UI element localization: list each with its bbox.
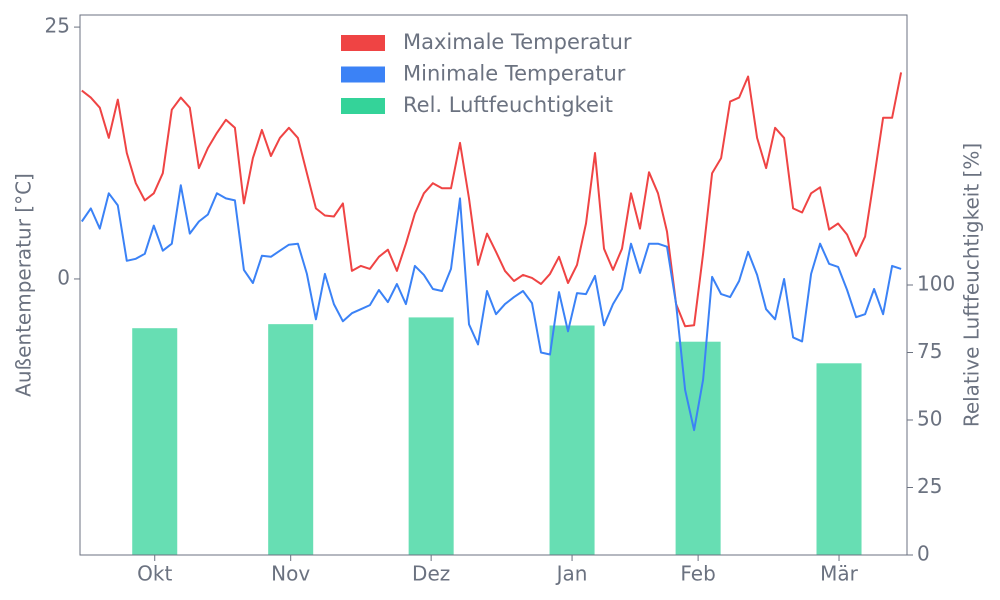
bar <box>408 317 454 555</box>
y2-tick-label: 100 <box>917 272 955 296</box>
y-tick-label: 25 <box>45 14 70 38</box>
y2-tick-label: 0 <box>917 542 930 566</box>
legend-label: Rel. Luftfeuchtigkeit <box>403 93 613 117</box>
legend-label: Minimale Temperatur <box>403 62 626 86</box>
y2-tick-label: 75 <box>917 339 942 363</box>
y-tick-label: 0 <box>57 265 70 289</box>
x-tick-label: Dez <box>412 562 450 586</box>
x-tick-label: Okt <box>137 562 172 586</box>
y2-tick-label: 50 <box>917 407 942 431</box>
bar <box>268 324 314 555</box>
legend-swatch <box>341 35 385 51</box>
legend-label: Maximale Temperatur <box>403 30 632 54</box>
x-tick-label: Nov <box>271 562 310 586</box>
bar <box>675 341 721 555</box>
line <box>80 184 902 432</box>
line <box>81 72 903 328</box>
legend-swatch <box>341 66 385 83</box>
x-tick-label: Mär <box>820 562 859 586</box>
bar <box>132 328 178 555</box>
y2-tick-label: 25 <box>917 474 942 498</box>
x-tick-label: Jan <box>555 562 588 586</box>
legend-swatch <box>341 98 385 114</box>
y-axis-label: Außentemperatur [°C] <box>12 173 36 397</box>
y2-axis-label: Relative Luftfeuchtigkeit [%] <box>960 143 984 427</box>
x-tick-label: Feb <box>680 562 715 586</box>
bar <box>816 363 862 555</box>
bar <box>549 325 595 555</box>
